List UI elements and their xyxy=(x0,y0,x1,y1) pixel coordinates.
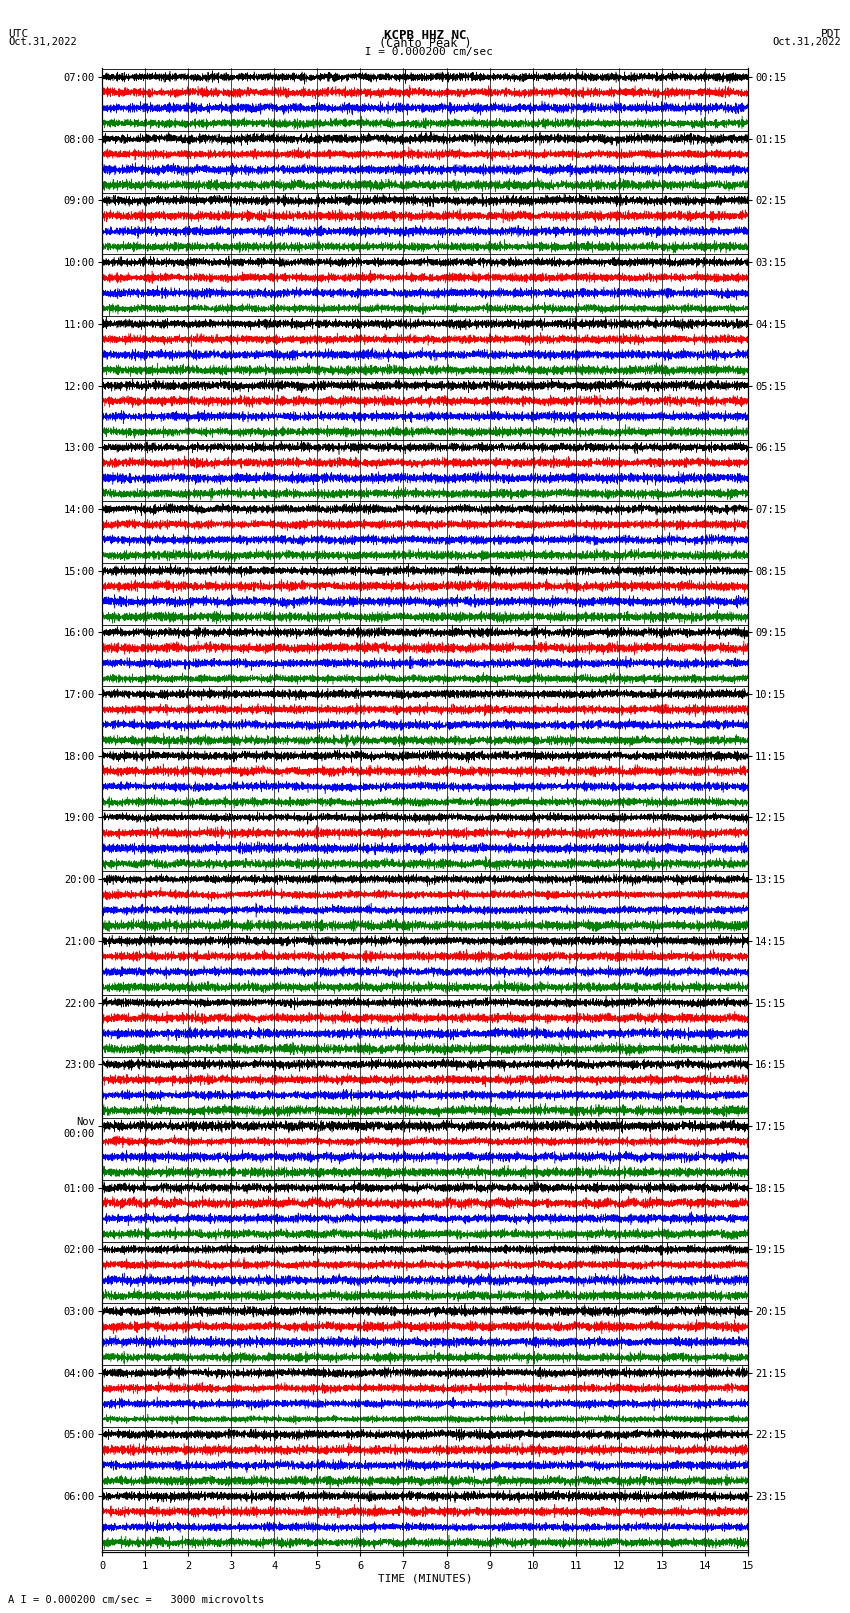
Text: I = 0.000200 cm/sec: I = 0.000200 cm/sec xyxy=(358,47,492,56)
Text: A I = 0.000200 cm/sec =   3000 microvolts: A I = 0.000200 cm/sec = 3000 microvolts xyxy=(8,1595,264,1605)
Text: UTC: UTC xyxy=(8,29,29,39)
Text: (Cahto Peak ): (Cahto Peak ) xyxy=(379,37,471,50)
Text: Oct.31,2022: Oct.31,2022 xyxy=(773,37,842,47)
Text: KCPB HHZ NC: KCPB HHZ NC xyxy=(383,29,467,42)
X-axis label: TIME (MINUTES): TIME (MINUTES) xyxy=(377,1574,473,1584)
Text: Oct.31,2022: Oct.31,2022 xyxy=(8,37,77,47)
Text: PDT: PDT xyxy=(821,29,842,39)
